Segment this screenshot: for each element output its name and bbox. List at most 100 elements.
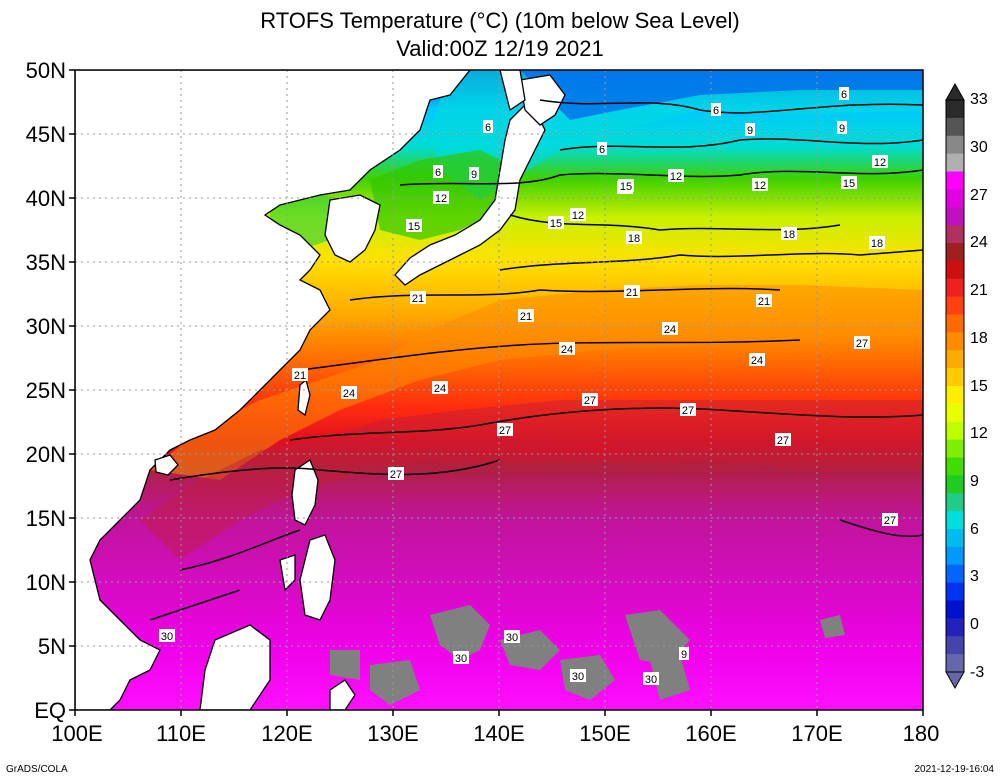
- contour-label: 9: [471, 169, 477, 181]
- footer-credit: GrADS/COLA: [6, 764, 68, 775]
- contour-label: 18: [783, 229, 795, 241]
- colorbar-label: 0: [970, 616, 979, 633]
- colorbar-swatch: [946, 100, 964, 119]
- colorbar-swatch: [946, 421, 964, 441]
- contour-label-bg: [711, 103, 721, 116]
- contour-label: 6: [713, 105, 719, 117]
- contour-label-bg: [756, 294, 772, 307]
- contour-label-bg: [570, 208, 586, 221]
- contour-label-bg: [497, 423, 513, 436]
- contour-label: 27: [777, 435, 789, 447]
- lat-label: 10N: [26, 570, 66, 595]
- contour-label: 6: [435, 167, 441, 179]
- contour-label: 27: [856, 338, 868, 350]
- colorbar-swatch: [946, 439, 964, 458]
- contour-label: 6: [485, 122, 491, 134]
- colorbar-swatch: [946, 403, 964, 423]
- contour-label-bg: [432, 381, 448, 394]
- contour-label: 30: [572, 671, 584, 683]
- contour-label-bg: [839, 87, 849, 100]
- contour-label-bg: [292, 368, 308, 381]
- contour-label: 27: [499, 425, 511, 437]
- contour-value-labels: 6 6 6 6 9 9 6 9 12 12 12 15 15 12 15 15 12 18 18 18 21 21 21 21…: [159, 87, 898, 686]
- contour-label-bg: [582, 393, 598, 406]
- colorbar-label: 9: [970, 473, 979, 490]
- colorbar-swatch: [946, 368, 964, 387]
- contour-label: 30: [455, 653, 467, 665]
- lat-label: 35N: [26, 250, 66, 275]
- colorbar-swatch: [946, 475, 964, 494]
- colorbar-swatch: [946, 207, 964, 226]
- contour-label-bg: [872, 155, 888, 168]
- lat-label: 50N: [26, 58, 66, 83]
- colorbar-label: 27: [970, 187, 988, 204]
- contour-label-bg: [469, 167, 479, 180]
- colorbar-swatch: [946, 386, 964, 405]
- contour-label-bg: [453, 651, 469, 664]
- contour-label-bg: [618, 179, 634, 192]
- lat-label: 25N: [26, 378, 66, 403]
- colorbar-swatch: [946, 511, 964, 530]
- contour-label-bg: [597, 142, 607, 155]
- colorbar-swatch: [946, 546, 964, 566]
- contour-label: 27: [584, 395, 596, 407]
- lat-label: 40N: [26, 186, 66, 211]
- colorbar-swatch: [946, 225, 964, 244]
- contour-label: 12: [874, 157, 886, 169]
- contour-label-bg: [570, 669, 586, 682]
- contour-label-bg: [406, 219, 422, 232]
- contour-label: 12: [754, 180, 766, 192]
- contour-label: 30: [506, 632, 518, 644]
- contour-label: 24: [561, 344, 573, 356]
- contour-label: 6: [841, 89, 847, 101]
- contour-label-bg: [662, 322, 678, 335]
- contour-label: 9: [747, 125, 753, 137]
- contour-label: 21: [626, 287, 638, 299]
- contour-label: 24: [343, 388, 355, 400]
- lon-label: 120E: [261, 721, 312, 746]
- lat-label: 30N: [26, 314, 66, 339]
- contour-label: 12: [572, 210, 584, 222]
- contour-label-bg: [837, 121, 847, 134]
- contour-label-bg: [518, 309, 534, 322]
- contour-label: 27: [682, 405, 694, 417]
- contour-label: 21: [758, 296, 770, 308]
- contour-label: 21: [294, 370, 306, 382]
- lon-label: 130E: [367, 721, 418, 746]
- contour-label: 24: [751, 355, 763, 367]
- colorbar-label: 24: [970, 234, 988, 251]
- latitude-labels: 50N 45N 40N 35N 30N 25N 20N 15N 10N 5N E…: [26, 58, 66, 723]
- contour-label-bg: [433, 191, 449, 204]
- contour-label-bg: [559, 342, 575, 355]
- contour-label-bg: [341, 386, 357, 399]
- contour-label-bg: [643, 672, 659, 685]
- contour-label-bg: [504, 630, 520, 643]
- contour-label-bg: [483, 120, 493, 133]
- colorbar-swatch: [946, 332, 964, 351]
- contour-label-bg: [869, 236, 885, 249]
- colorbar-swatch: [946, 582, 964, 601]
- colorbar-top-arrow: [945, 82, 965, 101]
- contour-label-bg: [752, 178, 768, 191]
- lon-label: 160E: [685, 721, 736, 746]
- colorbar-swatch: [946, 278, 964, 298]
- colorbar-swatch: [946, 457, 964, 476]
- contour-label-bg: [388, 467, 404, 480]
- contour-label: 15: [408, 221, 420, 233]
- footer-timestamp: 2021-12-19-16:04: [914, 764, 994, 775]
- contour-label: 24: [664, 324, 676, 336]
- contour-label: 18: [628, 233, 640, 245]
- lon-label: 180: [903, 721, 940, 746]
- lon-label: 150E: [579, 721, 630, 746]
- contour-label-bg: [882, 513, 898, 526]
- contour-label-bg: [745, 123, 755, 136]
- colorbar-bottom-arrow: [945, 671, 965, 690]
- colorbar-swatch: [946, 135, 964, 155]
- colorbar-swatch: [946, 314, 964, 333]
- contour-label: 6: [599, 144, 605, 156]
- colorbar-swatch: [946, 243, 964, 262]
- colorbar-label: -3: [970, 664, 984, 681]
- land-masses: [75, 70, 566, 710]
- contour-label-bg: [841, 176, 857, 189]
